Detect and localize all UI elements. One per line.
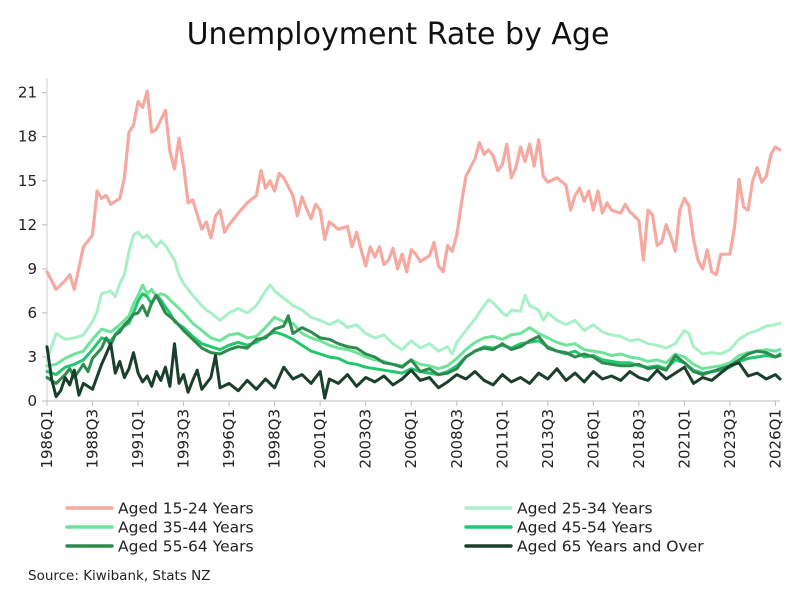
y-tick-label: 18 [18,128,37,146]
x-tick-label: 2023Q3 [721,409,739,469]
legend-label: Aged 35-44 Years [118,519,254,537]
series-line-6 [45,342,782,400]
x-tick-label: 2008Q3 [448,409,466,469]
y-tick-label: 9 [27,260,37,278]
x-tick-label: 1991Q1 [129,409,147,469]
legend-label: Aged 15-24 Years [118,500,254,518]
chart-title: Unemployment Rate by Age [187,17,610,52]
series-line-2 [45,230,782,362]
series-line-5 [45,293,782,385]
series-group [45,89,782,400]
legend-label: Aged 45-54 Years [517,519,653,537]
x-tick-label: 1998Q3 [266,409,284,469]
x-tick-label: 1986Q1 [38,409,56,469]
x-tick-label: 2003Q3 [357,409,375,469]
x-tick-label: 1988Q3 [84,409,102,469]
source-note: Source: Kiwibank, Stats NZ [28,568,211,584]
y-tick-label: 0 [27,392,37,410]
y-tick-label: 3 [27,348,37,366]
x-tick-label: 2021Q1 [675,409,693,469]
x-tick-label: 1993Q3 [175,409,193,469]
x-tick-label: 2006Q1 [402,409,420,469]
x-tick-label: 2011Q1 [493,409,511,469]
y-tick-label: 15 [18,172,37,190]
legend-label: Aged 55-64 Years [118,538,254,556]
series-line-1 [45,89,782,291]
x-tick-label: 2001Q1 [311,409,329,469]
legend-label: Aged 25-34 Years [517,500,653,518]
legend: Aged 15-24 Years Aged 25-34 Years Aged 35-… [65,500,704,556]
x-tick-label: 2026Q1 [766,409,784,469]
x-tick-label: 2013Q3 [539,409,557,469]
x-tick-label: 2018Q3 [630,409,648,469]
y-tick-label: 21 [18,84,37,102]
axes: 0 3 6 9 12 15 18 21 1986Q1 1988Q3 1991Q1 1993Q3 1996… [18,78,784,469]
x-tick-label: 1996Q1 [220,409,238,469]
y-tick-label: 6 [27,304,37,322]
y-tick-label: 12 [18,216,37,234]
legend-label: Aged 65 Years and Over [517,538,704,556]
x-tick-label: 2016Q1 [584,409,602,469]
